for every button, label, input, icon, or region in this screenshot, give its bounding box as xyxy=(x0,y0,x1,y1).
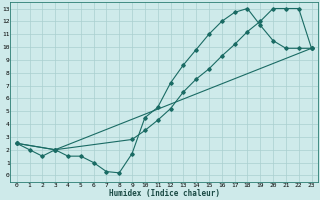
X-axis label: Humidex (Indice chaleur): Humidex (Indice chaleur) xyxy=(108,189,220,198)
